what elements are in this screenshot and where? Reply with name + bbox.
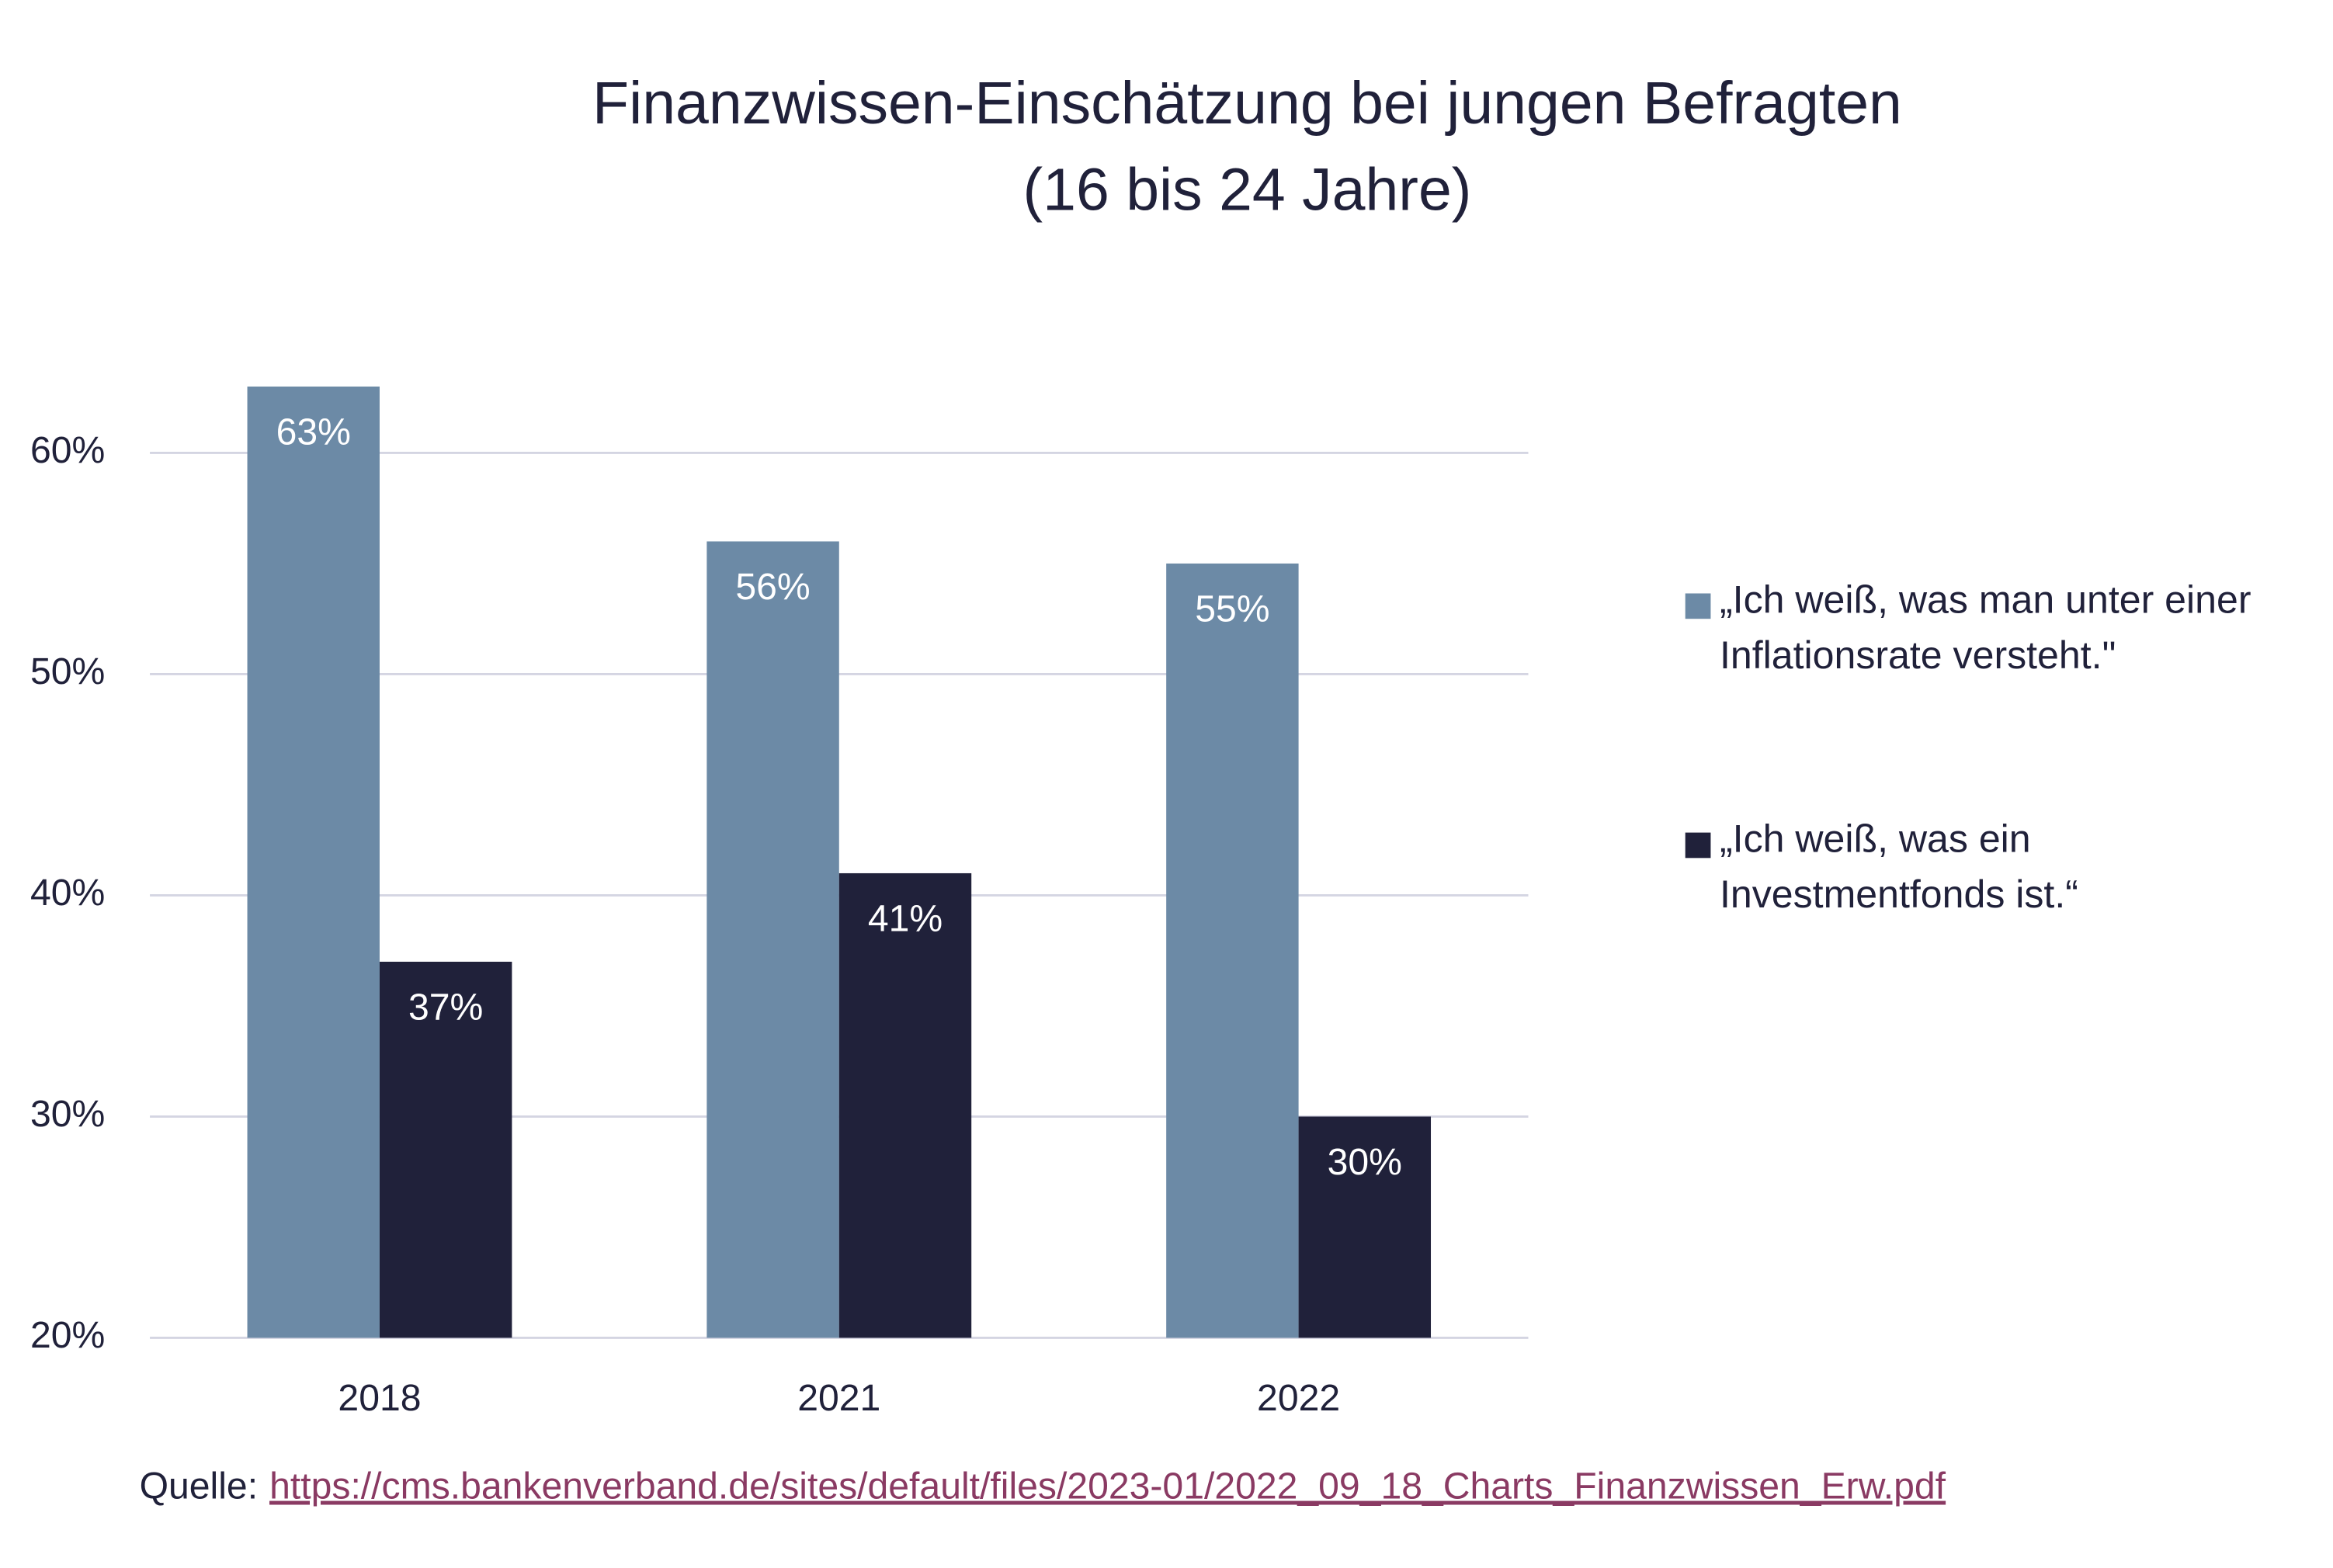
legend-label: „Ich weiß, was man unter einer Inflation… [1719, 577, 2251, 678]
chart-title: Finanzwissen-Einschätzung bei jungen Bef… [592, 70, 1902, 137]
bar [1166, 563, 1299, 1338]
legend-label: „Ich weiß, was ein Investmentfonds ist.“ [1719, 816, 2078, 917]
y-tick-label: 20% [30, 1314, 105, 1356]
legend-entry: „Ich weiß, was man unter einer Inflation… [1719, 577, 2251, 678]
y-tick-label: 60% [30, 429, 105, 471]
legend-swatch [1685, 832, 1711, 859]
data-label: 56% [735, 566, 810, 608]
bar [1298, 1116, 1432, 1338]
x-tick-label: 2018 [338, 1377, 421, 1419]
x-tick-label: 2021 [797, 1377, 880, 1419]
y-tick-label: 40% [30, 872, 105, 914]
bar [379, 961, 512, 1338]
legend-entry: „Ich weiß, was ein Investmentfonds ist.“ [1719, 816, 2078, 917]
bar [706, 541, 839, 1338]
bar [247, 386, 380, 1338]
y-tick-label: 50% [30, 650, 105, 692]
source-label: Quelle: [140, 1466, 258, 1507]
chart-subtitle: (16 bis 24 Jahre) [1023, 157, 1472, 224]
data-label: 30% [1328, 1141, 1402, 1183]
data-label: 55% [1195, 588, 1269, 630]
y-tick-label: 30% [30, 1093, 105, 1135]
source-link[interactable]: https://cms.bankenverband.de/sites/defau… [269, 1466, 1946, 1507]
data-label: 63% [276, 411, 351, 453]
x-tick-label: 2022 [1257, 1377, 1340, 1419]
data-label: 41% [868, 897, 943, 939]
bar [838, 872, 972, 1338]
source-url[interactable]: https://cms.bankenverband.de/sites/defau… [269, 1466, 1946, 1507]
legend-swatch [1685, 593, 1711, 619]
data-label: 37% [408, 986, 483, 1028]
